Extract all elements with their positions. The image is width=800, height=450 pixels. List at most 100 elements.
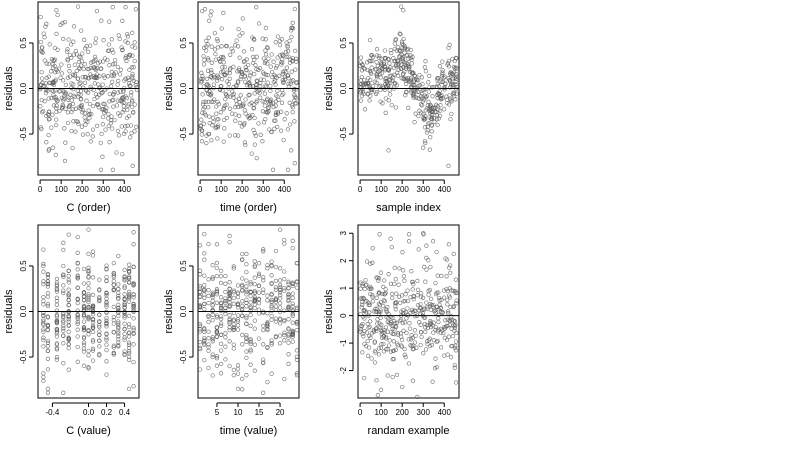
data-point — [209, 9, 214, 14]
data-point — [104, 359, 109, 364]
data-point — [126, 296, 132, 301]
data-point — [80, 110, 85, 115]
y-axis-label: residuals — [323, 289, 335, 334]
data-point — [90, 329, 96, 335]
data-point — [282, 308, 287, 313]
data-point — [292, 98, 297, 103]
data-point — [243, 97, 248, 102]
data-point — [248, 323, 253, 328]
data-point — [265, 379, 270, 385]
data-point — [294, 305, 300, 311]
data-point — [390, 374, 395, 380]
data-point — [206, 313, 211, 318]
data-point — [261, 247, 266, 252]
data-point — [393, 37, 399, 42]
data-point — [370, 260, 375, 265]
data-point — [382, 60, 387, 65]
data-point — [51, 82, 57, 88]
data-point — [210, 373, 215, 378]
data-point — [367, 37, 373, 43]
data-point — [434, 290, 439, 295]
data-point — [41, 263, 46, 269]
data-point — [116, 302, 121, 307]
data-point — [90, 127, 96, 132]
data-point — [227, 313, 232, 318]
data-point — [82, 62, 88, 67]
data-point — [65, 56, 70, 62]
data-point — [444, 286, 449, 292]
data-point — [421, 351, 426, 356]
data-point — [252, 102, 257, 107]
data-point — [73, 106, 78, 111]
data-point — [214, 363, 220, 368]
data-point — [436, 319, 441, 325]
data-point — [277, 287, 283, 293]
data-point — [262, 60, 268, 66]
data-point — [81, 297, 87, 303]
data-point — [426, 89, 431, 94]
data-point — [379, 62, 384, 67]
data-point — [285, 43, 290, 48]
data-point — [213, 51, 218, 57]
data-point — [235, 327, 241, 332]
data-point — [202, 231, 207, 237]
data-point — [383, 75, 389, 81]
data-point — [197, 346, 203, 352]
data-point — [111, 50, 116, 55]
data-point — [261, 56, 266, 61]
data-point — [221, 55, 226, 61]
data-point — [284, 65, 290, 70]
data-point — [407, 321, 412, 326]
data-point — [223, 281, 228, 286]
data-point — [250, 84, 256, 89]
data-point — [367, 98, 372, 103]
data-point — [93, 36, 99, 41]
data-point — [200, 92, 205, 97]
data-point — [386, 83, 391, 88]
data-point — [214, 300, 220, 305]
data-point — [111, 260, 116, 266]
data-point — [269, 317, 274, 322]
data-point — [202, 341, 207, 346]
y-tick-label: 0.0 — [19, 305, 28, 317]
data-point — [363, 80, 369, 86]
x-tick-label: 300 — [257, 185, 271, 194]
data-point — [261, 287, 266, 292]
data-point — [238, 76, 243, 82]
data-point — [235, 283, 241, 288]
data-point — [269, 371, 274, 376]
data-point — [445, 302, 450, 307]
data-point — [257, 90, 262, 95]
data-point — [61, 36, 66, 42]
data-point — [75, 344, 80, 350]
data-point — [290, 304, 295, 309]
data-point — [71, 119, 76, 124]
data-point — [425, 341, 430, 347]
data-point — [86, 108, 91, 113]
data-point — [113, 70, 118, 75]
data-point — [116, 286, 121, 292]
data-point — [201, 53, 206, 59]
data-point — [88, 72, 93, 77]
data-point — [231, 290, 236, 295]
data-point — [265, 45, 270, 51]
data-point — [282, 288, 287, 293]
data-point — [72, 72, 78, 77]
data-point — [374, 80, 379, 85]
data-point — [378, 387, 384, 392]
data-point — [73, 48, 78, 54]
data-point — [116, 282, 121, 287]
data-point — [448, 116, 453, 122]
data-point — [107, 140, 112, 145]
data-point — [201, 106, 206, 112]
data-point — [273, 65, 279, 71]
data-point — [131, 264, 136, 270]
data-point — [65, 47, 70, 52]
data-point — [263, 83, 268, 88]
data-point — [41, 329, 46, 334]
data-point — [221, 139, 226, 144]
data-point — [444, 274, 449, 279]
